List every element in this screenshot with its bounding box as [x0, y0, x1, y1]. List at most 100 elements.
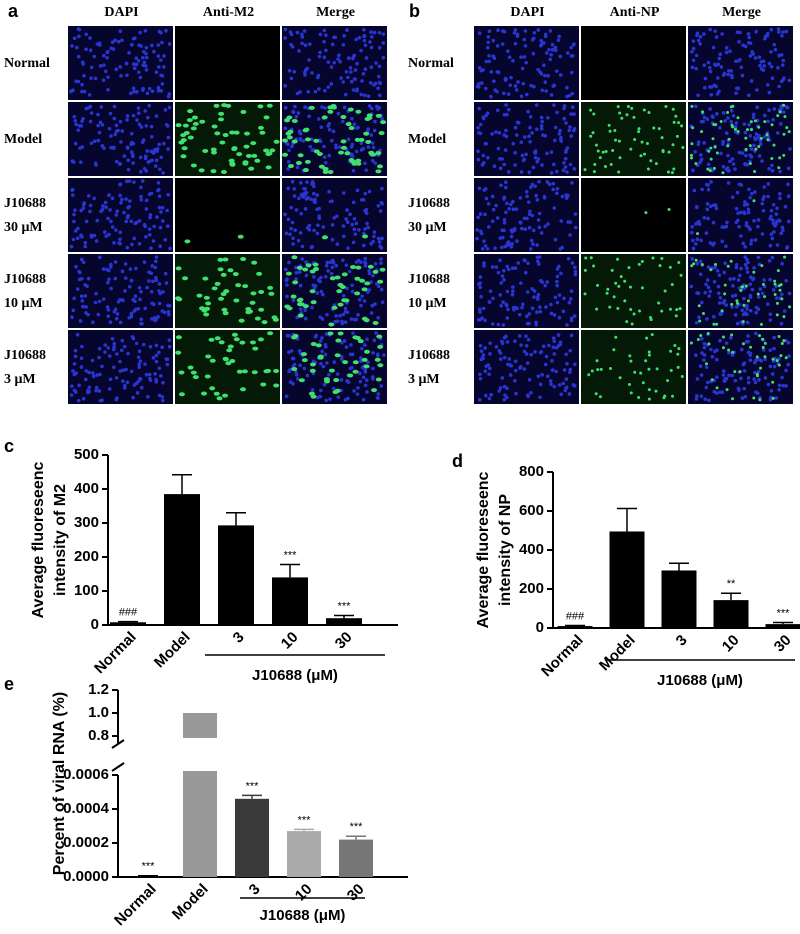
nucleus [481, 153, 486, 158]
signal [629, 307, 633, 311]
nucleus [743, 394, 748, 399]
signal [647, 367, 651, 371]
nucleus [719, 151, 723, 156]
nucleus [92, 233, 97, 238]
nucleus [539, 126, 544, 131]
nucleus [371, 366, 375, 371]
nucleus [91, 374, 96, 379]
nucleus [773, 47, 778, 52]
nucleus [747, 93, 751, 98]
nucleus [315, 395, 320, 400]
nucleus [706, 216, 710, 221]
nucleus [346, 56, 351, 60]
nucleus [781, 383, 785, 388]
nucleus [80, 299, 85, 303]
signal [618, 376, 622, 380]
nucleus [110, 196, 115, 201]
nucleus [748, 195, 752, 200]
nucleus [565, 85, 569, 90]
nucleus [118, 359, 122, 364]
signal [613, 138, 617, 142]
nucleus [491, 38, 496, 43]
nucleus [350, 222, 355, 227]
nucleus [109, 262, 113, 267]
nucleus [160, 205, 165, 210]
nucleus [334, 314, 338, 318]
axis-break [111, 739, 125, 749]
signal [715, 386, 719, 390]
nucleus [88, 119, 93, 124]
signal [644, 211, 648, 215]
nucleus [312, 228, 316, 233]
nucleus [329, 65, 334, 69]
nucleus [291, 298, 296, 303]
signal [707, 342, 711, 346]
nucleus [721, 301, 726, 305]
nucleus [520, 305, 524, 310]
nucleus [154, 353, 159, 358]
signal [736, 130, 740, 134]
nucleus [555, 187, 560, 191]
signal [626, 105, 630, 109]
nucleus [495, 108, 500, 113]
nucleus [380, 186, 384, 191]
nucleus [119, 74, 123, 78]
panel-letter: d [452, 451, 463, 471]
nucleus [116, 299, 121, 304]
nucleus [481, 115, 486, 120]
nucleus [148, 213, 153, 217]
nucleus [488, 341, 492, 345]
nucleus [513, 150, 517, 155]
signal [273, 139, 280, 144]
nucleus [745, 270, 750, 274]
nucleus [324, 332, 329, 336]
nucleus [565, 361, 569, 366]
nucleus [530, 182, 535, 187]
nucleus [119, 140, 123, 144]
nucleus [487, 300, 492, 304]
nucleus [728, 336, 733, 340]
signal [641, 381, 645, 385]
column-header: Merge [316, 5, 355, 20]
signal [203, 295, 210, 300]
nucleus [313, 89, 318, 94]
nucleus [568, 125, 572, 129]
nucleus [319, 275, 323, 280]
signal [712, 166, 716, 170]
nucleus [747, 122, 751, 127]
nucleus [743, 255, 748, 259]
signal [302, 304, 309, 309]
nucleus [79, 208, 83, 213]
nucleus [103, 343, 108, 347]
signal [308, 391, 315, 396]
nucleus [150, 264, 154, 268]
nucleus [107, 268, 111, 273]
nucleus [343, 397, 348, 402]
micrograph [175, 178, 280, 252]
nucleus [538, 305, 542, 310]
signal [187, 135, 194, 140]
nucleus [706, 285, 711, 290]
signal [260, 382, 267, 387]
signal [726, 111, 730, 115]
signal [632, 115, 636, 119]
nucleus [746, 207, 751, 212]
nucleus [733, 125, 738, 129]
nucleus [323, 88, 327, 93]
signal [649, 159, 653, 163]
nucleus [772, 107, 777, 111]
nucleus [526, 109, 530, 114]
y-axis-label: intensity of M2 [52, 484, 69, 596]
nucleus [533, 184, 537, 189]
signal [231, 332, 238, 337]
nucleus [767, 61, 772, 66]
nucleus [379, 384, 384, 388]
micrograph [474, 26, 579, 100]
nucleus [504, 103, 508, 107]
signal [227, 268, 234, 273]
nucleus [481, 356, 485, 361]
nucleus [100, 364, 104, 369]
nucleus [303, 70, 307, 75]
nucleus [752, 143, 756, 148]
nucleus [157, 350, 161, 355]
